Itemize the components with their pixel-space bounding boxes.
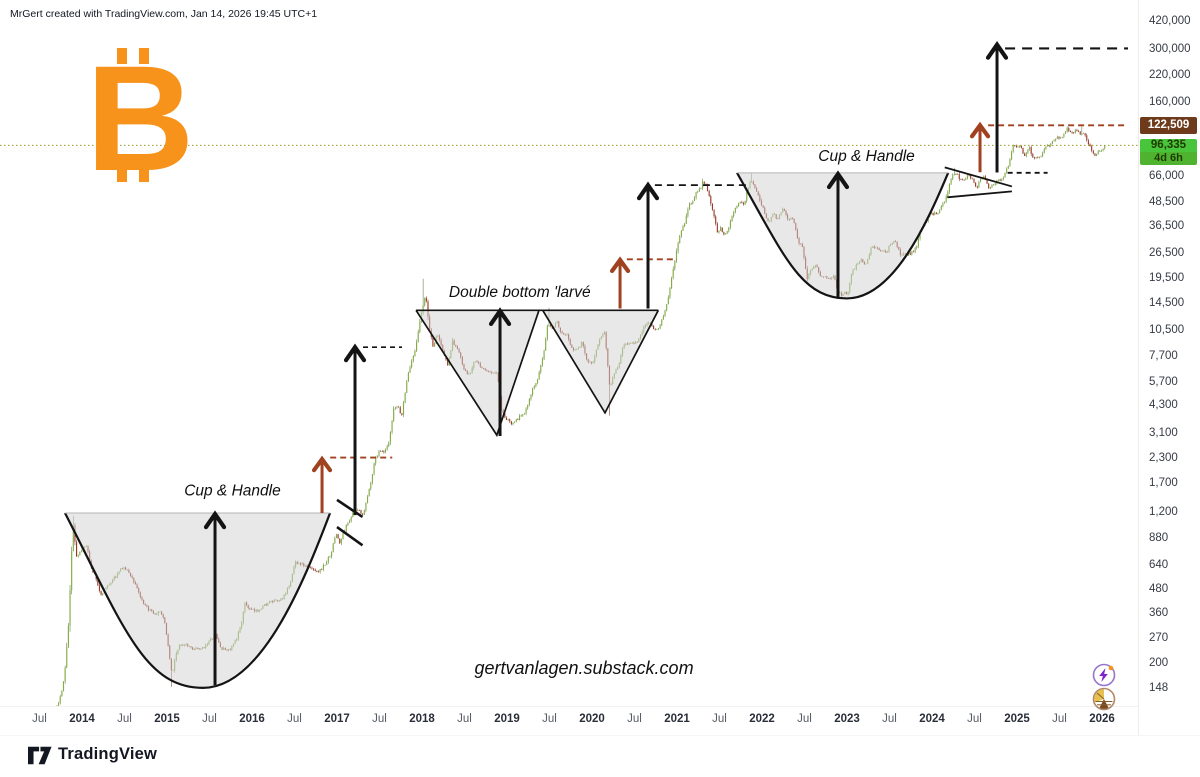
pattern-annotation: Cup & Handle — [818, 148, 915, 165]
tradingview-brand-text[interactable]: TradingView — [58, 745, 158, 763]
time-tick-label: 2017 — [324, 713, 350, 725]
arrows-layer — [203, 41, 1009, 686]
price-axis[interactable]: 420,000 300,000 220,000 160,000 66,000 48,500… — [1138, 0, 1200, 735]
price-tick-label: 200 — [1149, 656, 1169, 669]
price-tick-label: 220,000 — [1149, 69, 1191, 82]
pattern-drawings-layer — [64, 166, 1013, 689]
time-tick-label: Jul — [32, 713, 47, 725]
time-tick-label: Jul — [967, 713, 982, 725]
price-tick-label: 3,100 — [1149, 426, 1178, 439]
current-price-label: 96,335 4d 6h — [1140, 138, 1197, 165]
time-tick-label: 2014 — [69, 713, 95, 725]
price-tick-label: 4,300 — [1149, 399, 1178, 412]
time-tick-label: Jul — [797, 713, 812, 725]
time-tick-label: Jul — [542, 713, 557, 725]
time-tick-label: 2016 — [239, 713, 265, 725]
attribution-text: MrGert created with TradingView.com, Jan… — [10, 8, 318, 20]
price-tick-label: 1,200 — [1149, 506, 1178, 519]
price-tick-label: 420,000 — [1149, 14, 1191, 27]
price-tick-label: 480 — [1149, 583, 1169, 596]
time-tick-label: 2023 — [834, 713, 860, 725]
price-tick-label: 5,700 — [1149, 375, 1178, 388]
price-tick-label: 640 — [1149, 559, 1169, 572]
time-tick-label: Jul — [117, 713, 132, 725]
price-tick-label: 880 — [1149, 532, 1169, 545]
price-tick-label: 360 — [1149, 607, 1169, 620]
current-price-value: 96,335 — [1140, 138, 1197, 152]
time-tick-label: 2025 — [1004, 713, 1030, 725]
time-tick-label: Jul — [712, 713, 727, 725]
candle-countdown: 4d 6h — [1140, 151, 1197, 165]
pattern-annotation: Cup & Handle — [184, 483, 281, 500]
time-tick-label: 2024 — [919, 713, 945, 725]
time-tick-label: 2022 — [749, 713, 775, 725]
time-tick-label: 2019 — [494, 713, 520, 725]
price-tick-label: 270 — [1149, 631, 1169, 644]
price-tick-label: 300,000 — [1149, 43, 1191, 56]
price-tick-label: 148 — [1149, 682, 1169, 694]
price-tick-label: 10,500 — [1149, 324, 1185, 337]
time-tick-label: 2015 — [154, 713, 180, 725]
time-tick-label: Jul — [202, 713, 217, 725]
time-tick-label: Jul — [457, 713, 472, 725]
price-tick-label: 14,500 — [1149, 297, 1185, 310]
time-axis[interactable]: Jul 2014 Jul 2015 Jul 2016 Jul 2017 Jul 2018 Jul 20… — [0, 706, 1138, 736]
time-tick-label: Jul — [1052, 713, 1067, 725]
time-tick-label: 2026 — [1089, 713, 1115, 725]
price-tick-label: 2,300 — [1149, 451, 1178, 464]
boost-icon[interactable] — [1091, 662, 1117, 688]
time-tick-label: 2021 — [664, 713, 690, 725]
price-tick-label: 19,500 — [1149, 272, 1185, 285]
time-tick-label: Jul — [372, 713, 387, 725]
price-tick-label: 66,000 — [1149, 170, 1185, 183]
annotation-text-layer: Cup & Handle Double bottom 'larvé Cup & Ha… — [184, 148, 915, 499]
time-tick-label: Jul — [627, 713, 642, 725]
footer-bar: TradingView — [0, 735, 1200, 777]
time-tick-label: 2020 — [579, 713, 605, 725]
price-tick-label: 160,000 — [1149, 95, 1191, 108]
time-tick-label: Jul — [882, 713, 897, 725]
bitcoin-icon: B — [86, 48, 194, 193]
substack-watermark: gertvanlagen.substack.com — [474, 658, 694, 678]
price-tick-label: 26,500 — [1149, 246, 1185, 259]
price-tick-label: 7,700 — [1149, 350, 1178, 363]
target-dashed-lines-layer — [330, 47, 1128, 459]
price-tick-label: 1,700 — [1149, 477, 1178, 490]
price-tick-label: 36,500 — [1149, 219, 1185, 232]
time-tick-label: 2018 — [409, 713, 435, 725]
target-price-label: 122,509 — [1140, 116, 1197, 134]
technicals-pie-icon[interactable] — [1091, 686, 1117, 712]
pattern-annotation: Double bottom 'larvé — [449, 284, 591, 301]
time-tick-label: Jul — [287, 713, 302, 725]
price-tick-label: 48,500 — [1149, 196, 1185, 208]
tradingview-logo-icon[interactable] — [28, 746, 52, 765]
